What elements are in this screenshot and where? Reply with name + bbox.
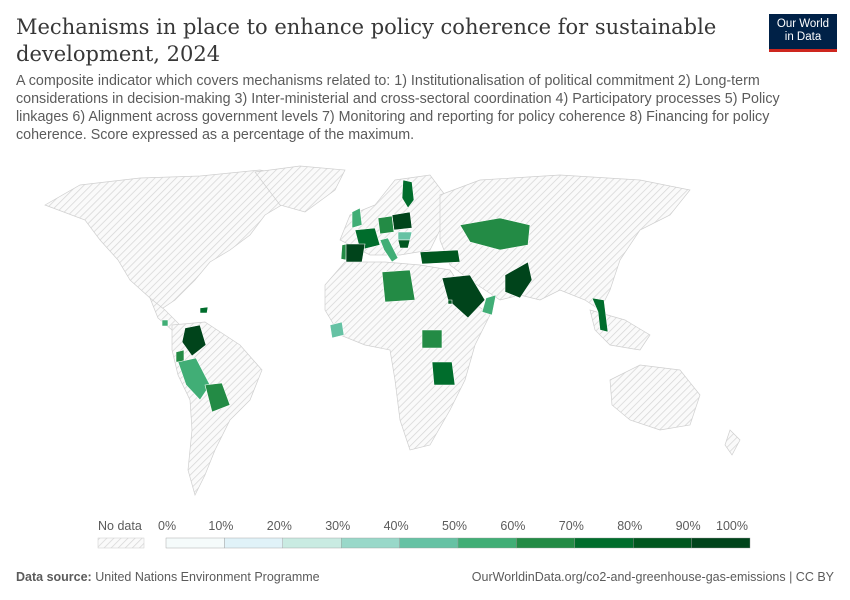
country-poland[interactable] <box>391 211 413 231</box>
legend-tick-label: 50% <box>442 519 467 533</box>
logo-line-2: in Data <box>784 31 822 43</box>
legend-bin[interactable] <box>282 537 342 549</box>
country-finland[interactable] <box>401 179 415 209</box>
source-name: United Nations Environment Programme <box>95 570 320 584</box>
legend-bin[interactable] <box>457 537 517 549</box>
new-zealand <box>724 429 741 456</box>
country-sierra-leone[interactable] <box>329 321 345 339</box>
legend-tick-label: 80% <box>617 519 642 533</box>
logo-line-1: Our World <box>776 18 830 30</box>
australia <box>609 364 701 431</box>
country-dominican-republic[interactable] <box>199 306 209 314</box>
country-bolivia[interactable] <box>204 382 231 413</box>
legend-bin[interactable] <box>633 537 692 549</box>
page-title: Mechanisms in place to enhance policy co… <box>16 15 717 66</box>
legend-bin[interactable] <box>165 537 225 549</box>
world-map <box>44 165 741 496</box>
legend-tick-label: 70% <box>559 519 584 533</box>
country-libya[interactable] <box>381 269 416 303</box>
footer-url[interactable]: OurWorldinData.org/co2-and-greenhouse-ga… <box>471 570 834 584</box>
owid-logo[interactable]: Our World in Data <box>769 14 837 52</box>
country-serbia[interactable] <box>397 239 411 249</box>
legend-no-data-swatch <box>97 537 145 549</box>
country-costa-rica[interactable] <box>161 319 169 327</box>
subtitle: A composite indicator which covers mecha… <box>16 73 780 143</box>
legend-tick-label: 0% <box>158 519 176 533</box>
legend-tick-label: 10% <box>208 519 233 533</box>
greenland <box>254 165 346 213</box>
legend-tick-label: 60% <box>500 519 525 533</box>
country-turkey[interactable] <box>419 249 461 265</box>
country-colombia[interactable] <box>181 324 207 357</box>
country-pakistan[interactable] <box>504 261 533 299</box>
legend-bin[interactable] <box>574 537 634 549</box>
country-italy[interactable] <box>379 237 399 263</box>
country-uk[interactable] <box>351 207 363 229</box>
data-source: Data source: United Nations Environment … <box>16 570 320 584</box>
africa <box>324 261 491 451</box>
legend-no-data-label: No data <box>98 519 142 533</box>
legend-tick-label: 100% <box>716 519 748 533</box>
legend-tick-label: 20% <box>267 519 292 533</box>
country-kazakhstan[interactable] <box>459 217 531 251</box>
legend-tick-label: 90% <box>676 519 701 533</box>
legend-bin[interactable] <box>341 537 400 549</box>
legend-bin[interactable] <box>224 537 283 549</box>
color-legend: No data 0% 10% 20% 30% 40% 50% 60% 70% 80% 90% 100% <box>97 519 751 549</box>
country-mozambique-region[interactable] <box>447 299 453 305</box>
legend-bin[interactable] <box>516 537 576 549</box>
country-saudi-arabia[interactable] <box>441 274 486 319</box>
country-peru[interactable] <box>177 357 211 401</box>
country-spain[interactable] <box>345 243 366 263</box>
legend-tick-label: 30% <box>325 519 350 533</box>
country-central-african-republic[interactable] <box>421 329 443 349</box>
north-america <box>44 169 301 311</box>
legend-tick-label: 40% <box>384 519 409 533</box>
source-label: Data source: <box>16 570 92 584</box>
country-hungary[interactable] <box>397 231 413 241</box>
legend-bin[interactable] <box>691 537 751 549</box>
country-tanzania[interactable] <box>431 361 456 386</box>
country-vietnam[interactable] <box>591 297 609 333</box>
country-germany[interactable] <box>377 215 395 235</box>
country-oman[interactable] <box>481 294 497 316</box>
legend-bin[interactable] <box>399 537 459 549</box>
country-ecuador[interactable] <box>175 349 185 363</box>
